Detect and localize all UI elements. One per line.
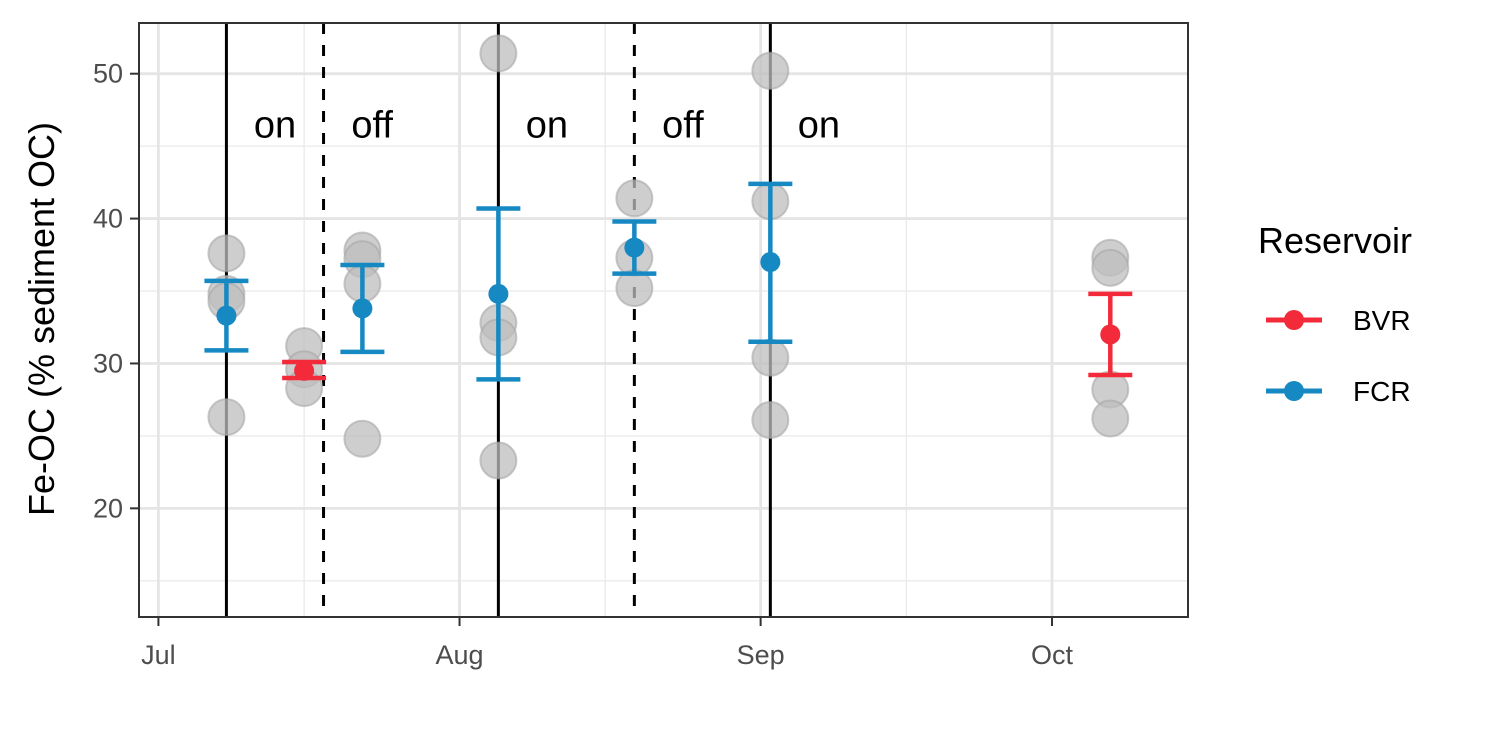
- mean-point-fcr: [216, 305, 237, 326]
- raw-points: [207, 34, 1130, 480]
- y-axis: 20 30 40 50: [93, 59, 139, 523]
- raw-sample-point: [207, 234, 246, 273]
- y-tick-label: 50: [93, 59, 123, 89]
- raw-sample-point: [479, 34, 518, 73]
- legend-label: FCR: [1353, 376, 1411, 407]
- raw-sample-point: [615, 179, 654, 218]
- panel-border: [138, 22, 1189, 618]
- x-tick-label: Aug: [436, 640, 484, 670]
- x-tick-label: Oct: [1031, 640, 1074, 670]
- legend-title: Reservoir: [1258, 220, 1412, 261]
- raw-sample-point: [751, 51, 790, 90]
- legend-key-point: [1284, 310, 1304, 330]
- legend-label: BVR: [1353, 305, 1411, 336]
- y-axis-title: Fe-OC (% sediment OC): [21, 122, 62, 516]
- mean-point-fcr: [624, 237, 645, 258]
- annotation-label: off: [662, 104, 704, 146]
- mean-points: [216, 237, 1121, 381]
- annotation-label: on: [526, 104, 568, 146]
- y-tick-label: 40: [93, 204, 123, 234]
- annotation-label: on: [254, 104, 296, 146]
- legend-key-point: [1284, 381, 1304, 401]
- raw-sample-point: [479, 441, 518, 480]
- x-axis: Jul Aug Sep Oct: [141, 617, 1074, 670]
- raw-sample-point: [751, 400, 790, 439]
- y-tick-label: 30: [93, 348, 123, 378]
- mean-point-fcr: [488, 283, 509, 304]
- x-tick-label: Jul: [141, 640, 176, 670]
- annotation-label: off: [351, 104, 393, 146]
- raw-sample-point: [751, 338, 790, 377]
- x-tick-label: Sep: [737, 640, 785, 670]
- grid-minor: [139, 23, 1188, 617]
- mean-point-fcr: [352, 298, 373, 319]
- mean-point-fcr: [760, 252, 781, 273]
- raw-sample-point: [1091, 248, 1130, 287]
- grid-major: [139, 23, 1188, 617]
- legend: Reservoir BVR FCR: [1258, 220, 1412, 407]
- mean-point-bvr: [1100, 324, 1121, 345]
- mean-point-bvr: [294, 360, 315, 381]
- raw-sample-point: [1091, 399, 1130, 438]
- raw-sample-point: [343, 419, 382, 458]
- y-tick-label: 20: [93, 493, 123, 523]
- annotations: on off on off on: [254, 104, 840, 146]
- raw-sample-point: [207, 398, 246, 437]
- annotation-label: on: [798, 104, 840, 146]
